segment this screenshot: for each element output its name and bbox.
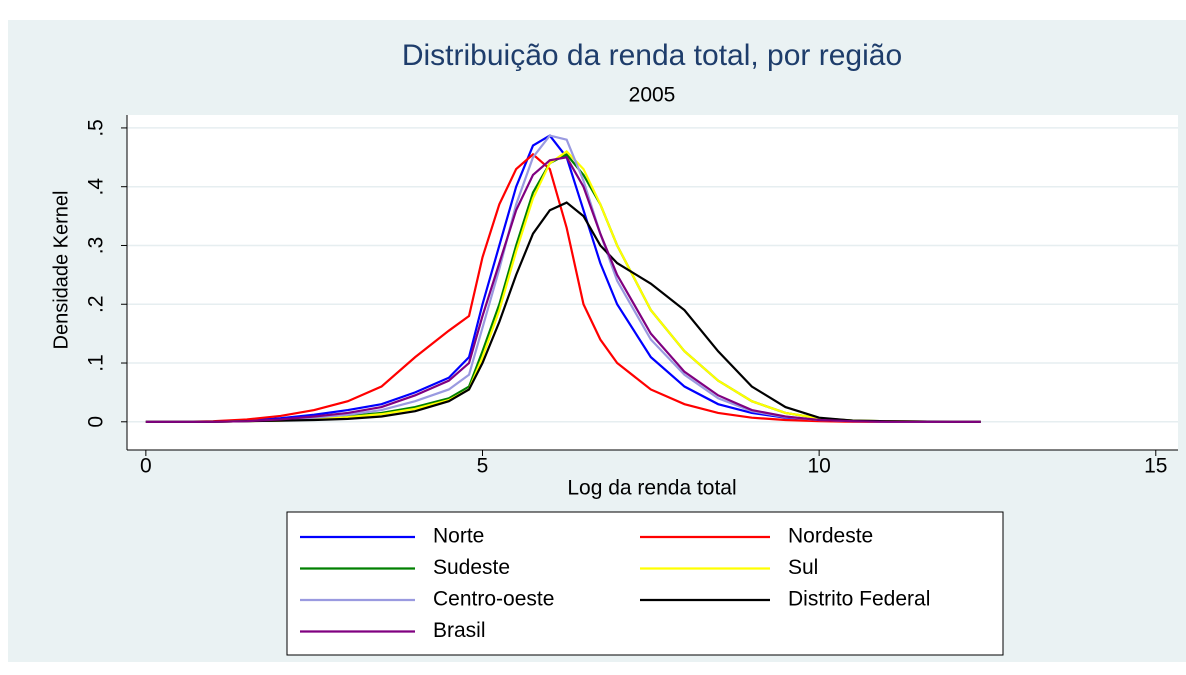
y-tick-label: 0 (85, 416, 108, 428)
y-tick-label: .5 (85, 119, 108, 137)
legend-label: Norte (433, 525, 484, 548)
legend-label: Sudeste (433, 556, 510, 579)
legend-label: Sul (788, 556, 818, 579)
series-line (145, 156, 981, 423)
y-tick-label: .3 (85, 237, 108, 255)
series-line (145, 152, 981, 423)
x-tick-label: 10 (807, 455, 830, 478)
y-tick-label: .1 (85, 354, 108, 372)
legend-label: Distrito Federal (788, 588, 930, 611)
chart-subtitle: 2005 (629, 84, 676, 107)
legend-label: Centro-oeste (433, 588, 554, 611)
legend-label: Brasil (433, 619, 486, 642)
x-axis-label: Log da renda total (567, 477, 736, 500)
legend-box (286, 511, 1004, 656)
chart-title: Distribuição da renda total, por região (402, 39, 902, 72)
y-tick-label: .4 (85, 178, 108, 196)
y-tick-label: .2 (85, 295, 108, 313)
x-tick-label: 5 (477, 455, 489, 478)
y-axis-label: Densidade Kernel (50, 191, 72, 350)
plot-area (127, 115, 1178, 450)
x-tick-label: 0 (140, 455, 152, 478)
series-line (145, 201, 981, 423)
legend-label: Nordeste (788, 525, 873, 548)
x-tick-label: 15 (1144, 455, 1167, 478)
